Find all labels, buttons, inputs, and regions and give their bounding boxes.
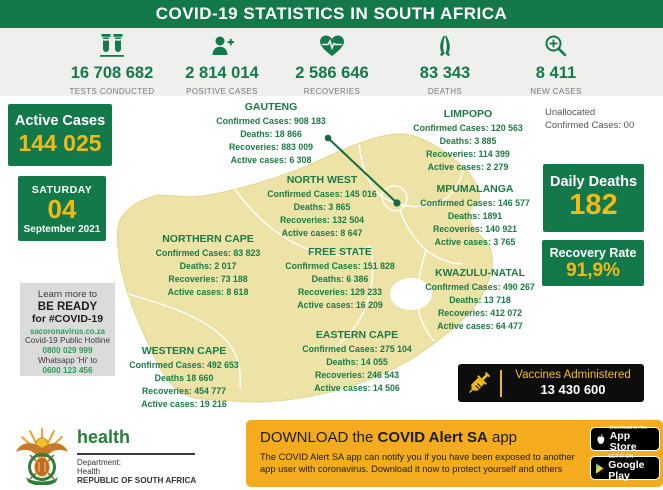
unallocated-cases: Unallocated Confirmed Cases: 00 xyxy=(545,107,635,131)
daily-deaths-label: Daily Deaths xyxy=(549,174,638,190)
vaccines-label: Vaccines Administered xyxy=(515,369,631,381)
stat-deaths: 83 343 DEATHS xyxy=(385,28,505,96)
hotline-number: 0800 029 999 xyxy=(42,346,93,355)
vaccines-divider xyxy=(500,369,502,397)
learn-more-line2: BE READY xyxy=(37,301,98,313)
header-banner: COVID-19 STATISTICS IN SOUTH AFRICA xyxy=(0,0,663,28)
active-cases-value: 144 025 xyxy=(18,130,102,156)
gauteng-callout-line xyxy=(324,134,401,207)
tests-conducted-label: TESTS CONDUCTED xyxy=(69,87,155,96)
province-kwazulu-natal: KWAZULU-NATAL Confirmed Cases: 490 267 D… xyxy=(425,267,535,331)
lesotho-enclave xyxy=(390,278,432,310)
logo-divider xyxy=(77,453,195,455)
province-gauteng: GAUTENG Confirmed Cases: 908 183 Deaths:… xyxy=(216,101,326,165)
coat-of-arms-logo xyxy=(16,428,68,485)
daily-deaths-value: 182 xyxy=(569,189,618,221)
date-box: SATURDAY 04 September 2021 xyxy=(18,176,106,241)
new-cases-label: NEW CASES xyxy=(530,87,582,96)
province-name: WESTERN CAPE xyxy=(141,345,227,357)
learn-more-line1: Learn more to xyxy=(37,289,98,300)
recoveries-value: 2 586 646 xyxy=(295,64,369,82)
health-brand: health xyxy=(77,427,131,447)
stat-positive-cases: 2 814 014 POSITIVE CASES xyxy=(162,28,282,96)
date-month-year: September 2021 xyxy=(23,224,101,235)
date-day-name: SATURDAY xyxy=(31,184,93,196)
province-name: KWAZULU-NATAL xyxy=(434,267,525,279)
deaths-value: 83 343 xyxy=(419,64,471,82)
deaths-label: DEATHS xyxy=(427,87,463,96)
footer: health Department: Health REPUBLIC OF SO… xyxy=(0,420,663,490)
positive-cases-value: 2 814 014 xyxy=(185,64,259,82)
stat-recoveries: 2 586 646 RECOVERIES xyxy=(272,28,392,96)
province-name: FREE STATE xyxy=(308,246,372,258)
learn-more-box: Learn more to BE READY for #COVID-19 sac… xyxy=(20,283,115,376)
whatsapp-number: 0600 123 456 xyxy=(42,366,93,375)
positive-cases-label: POSITIVE CASES xyxy=(186,87,258,96)
province-name: NORTH WEST xyxy=(286,174,358,186)
recoveries-label: RECOVERIES xyxy=(303,87,361,96)
tests-conducted-value: 16 708 682 xyxy=(70,64,154,82)
province-name: EASTERN CAPE xyxy=(315,329,399,341)
eswatini-enclave xyxy=(470,205,486,225)
website-link[interactable]: sacoronavirus.co.za xyxy=(30,327,105,336)
province-name: GAUTENG xyxy=(244,101,298,113)
recovery-rate-box: Recovery Rate 91,9% xyxy=(542,240,644,286)
south-africa-map xyxy=(117,133,493,403)
download-heading: DOWNLOAD the COVID Alert SA app xyxy=(260,429,518,446)
page-title: COVID-19 STATISTICS IN SOUTH AFRICA xyxy=(155,4,508,23)
whatsapp-label: Whatsapp 'Hi' to xyxy=(37,356,98,365)
heart-pulse-icon xyxy=(320,35,344,56)
province-free-state: FREE STATE Confirmed Cases: 151 828 Deat… xyxy=(285,246,395,310)
test-tubes-icon xyxy=(100,34,124,57)
province-northern-cape: NORTHERN CAPE Confirmed Cases: 83 823 De… xyxy=(155,233,261,297)
date-day: 04 xyxy=(47,194,77,224)
national-stats-band: 16 708 682 TESTS CONDUCTED 2 814 014 POS… xyxy=(0,28,663,96)
magnifier-plus-icon xyxy=(545,35,567,57)
daily-deaths-box: Daily Deaths 182 xyxy=(543,164,644,232)
download-description: The COVID Alert SA app can notify you if… xyxy=(260,452,575,474)
active-cases-box: Active Cases 144 025 xyxy=(8,104,112,166)
recovery-rate-value: 91,9% xyxy=(566,260,620,281)
province-mpumalanga: MPUMALANGA Confirmed Cases: 146 577 Deat… xyxy=(420,183,530,247)
province-name: LIMPOPO xyxy=(443,108,493,120)
stat-tests-conducted: 16 708 682 TESTS CONDUCTED xyxy=(52,28,172,96)
praying-hands-icon xyxy=(439,35,451,57)
province-limpopo: LIMPOPO Confirmed Cases: 120 563 Deaths:… xyxy=(413,108,523,172)
vaccines-value: 13 430 600 xyxy=(540,382,606,397)
hotline-label: Covid-19 Public Hotline xyxy=(24,336,111,345)
google-play-icon xyxy=(596,462,604,474)
vaccines-box: Vaccines Administered 13 430 600 xyxy=(458,364,644,402)
apple-icon xyxy=(597,433,605,444)
google-play-badge[interactable]: GET IT ON Google Play xyxy=(590,454,660,482)
recovery-rate-label: Recovery Rate xyxy=(549,246,637,260)
province-north-west: NORTH WEST Confirmed Cases: 145 016 Deat… xyxy=(267,174,377,238)
province-western-cape: WESTERN CAPE Confirmed Cases: 492 653 De… xyxy=(129,345,239,409)
stat-new-cases: 8 411 NEW CASES xyxy=(496,28,616,96)
covid-alert-banner: DOWNLOAD the COVID Alert SA app The COVI… xyxy=(246,420,663,487)
province-eastern-cape: EASTERN CAPE Confirmed Cases: 275 104 De… xyxy=(302,329,412,393)
app-store-badge[interactable]: Download on the App Store xyxy=(590,425,660,453)
syringe-icon xyxy=(468,371,491,394)
province-name: NORTHERN CAPE xyxy=(162,233,254,245)
province-name: MPUMALANGA xyxy=(436,183,514,195)
department-text: Department: Health REPUBLIC OF SOUTH AFR… xyxy=(77,458,197,485)
learn-more-line3: for #COVID-19 xyxy=(31,313,104,325)
person-plus-icon xyxy=(212,36,234,55)
active-cases-label: Active Cases xyxy=(14,113,106,129)
new-cases-value: 8 411 xyxy=(535,64,577,82)
